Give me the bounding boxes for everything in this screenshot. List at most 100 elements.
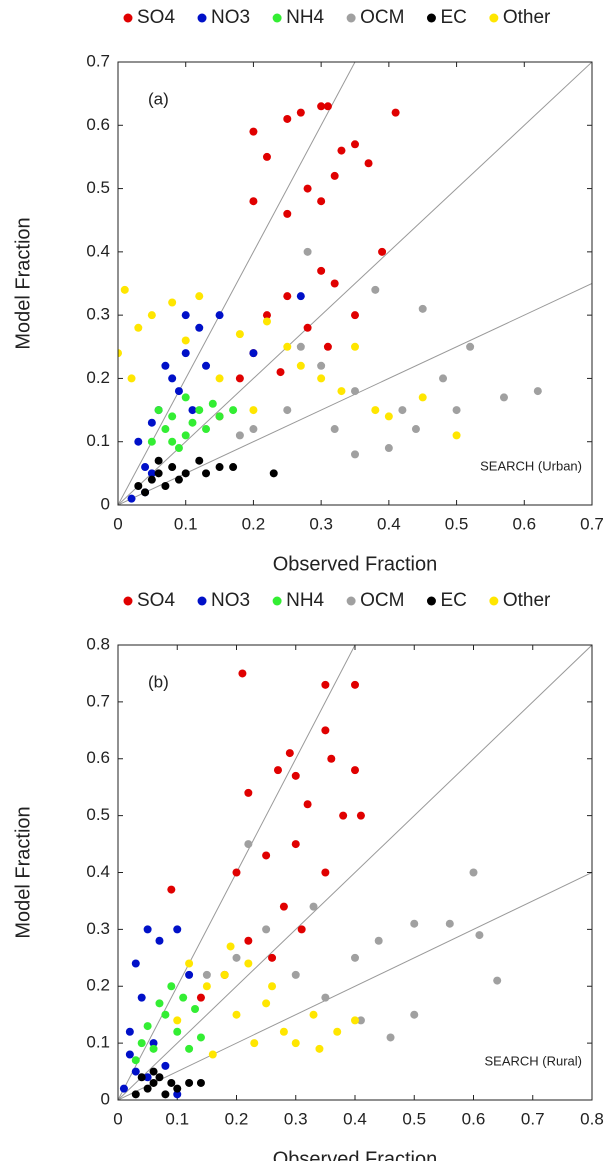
y-tick-label: 0.6 <box>86 115 110 134</box>
point <box>244 840 253 849</box>
point <box>161 425 170 434</box>
point <box>364 159 373 168</box>
point <box>384 412 393 421</box>
point <box>181 469 190 478</box>
point <box>147 418 156 427</box>
point <box>196 993 205 1002</box>
legend-marker <box>272 13 282 23</box>
panel: SO4 NO3 NH4 OCM EC Other 0 0.1 0.2 0.3 0.4 0.5 0.6 0.… <box>12 590 604 1161</box>
point <box>232 868 241 877</box>
point <box>262 317 271 326</box>
point <box>168 412 177 421</box>
point <box>235 431 244 440</box>
point <box>296 108 305 117</box>
legend-label: EC <box>440 590 466 611</box>
points <box>118 102 542 503</box>
point <box>262 152 271 161</box>
x-tick-label: 0.5 <box>402 1109 426 1128</box>
reference-line <box>118 872 592 1100</box>
point <box>131 1090 140 1099</box>
point <box>279 902 288 911</box>
point <box>185 1044 194 1053</box>
point <box>351 342 359 351</box>
point <box>196 1033 205 1042</box>
panel: SO4 NO3 NH4 OCM EC Other 0 0.1 0.2 0.3 0.4 0.5 0.6 0.… <box>12 7 604 575</box>
x-tick-label: 0.4 <box>377 514 401 533</box>
point <box>155 936 164 945</box>
point <box>466 342 475 351</box>
point <box>371 406 380 415</box>
point <box>411 425 420 434</box>
point <box>235 374 244 383</box>
point <box>127 494 136 503</box>
reference-line <box>118 62 592 505</box>
point <box>351 387 359 396</box>
point <box>167 885 176 894</box>
point <box>208 1050 217 1059</box>
point <box>235 330 244 339</box>
plot-frame <box>117 61 593 506</box>
point <box>262 311 271 320</box>
y-tick-label: 0.5 <box>86 178 110 197</box>
point <box>168 374 177 383</box>
y-tick-label: 0.1 <box>86 1033 110 1052</box>
legend-marker <box>426 13 436 23</box>
point <box>321 868 330 877</box>
point <box>137 1073 146 1082</box>
legend-label: NO3 <box>211 7 250 28</box>
point <box>296 342 305 351</box>
point <box>384 444 393 453</box>
x-tick-label: 0.2 <box>225 1109 249 1128</box>
y-tick-label: 0 <box>101 494 110 513</box>
point <box>168 298 177 307</box>
point <box>291 970 300 979</box>
point <box>351 953 359 962</box>
point <box>317 361 326 370</box>
point <box>202 361 211 370</box>
point <box>143 1022 152 1031</box>
point <box>147 475 156 484</box>
point <box>262 851 271 860</box>
point <box>226 942 235 951</box>
points <box>119 669 502 1099</box>
point <box>268 982 277 991</box>
point <box>317 374 326 383</box>
y-tick-label: 0.5 <box>86 805 110 824</box>
point <box>137 1039 146 1048</box>
point <box>418 304 427 313</box>
point <box>147 311 156 320</box>
point <box>141 488 150 497</box>
point <box>215 412 224 421</box>
point <box>323 342 332 351</box>
y-axis-label: Model Fraction <box>12 217 34 349</box>
point <box>149 1067 158 1076</box>
point <box>181 311 190 320</box>
point <box>215 374 224 383</box>
point <box>127 374 136 383</box>
point <box>173 1027 182 1036</box>
point <box>154 469 163 478</box>
reference-line <box>118 645 356 1100</box>
point <box>283 342 292 351</box>
point <box>351 680 359 689</box>
point <box>173 1084 182 1093</box>
point <box>249 406 258 415</box>
point <box>410 919 419 928</box>
site-label: SEARCH (Rural) <box>484 1053 582 1068</box>
point <box>337 146 346 155</box>
point <box>232 1010 241 1019</box>
point <box>185 1078 194 1087</box>
x-tick-label: 0.4 <box>343 1109 367 1128</box>
point <box>185 959 194 968</box>
point <box>195 456 204 465</box>
panel-label: (a) <box>148 89 169 108</box>
point <box>356 811 365 820</box>
point <box>134 323 143 332</box>
point <box>339 811 348 820</box>
point <box>181 336 190 345</box>
point <box>378 247 387 256</box>
point <box>147 469 156 478</box>
point <box>143 925 152 934</box>
point <box>155 1073 164 1082</box>
point <box>321 726 330 735</box>
